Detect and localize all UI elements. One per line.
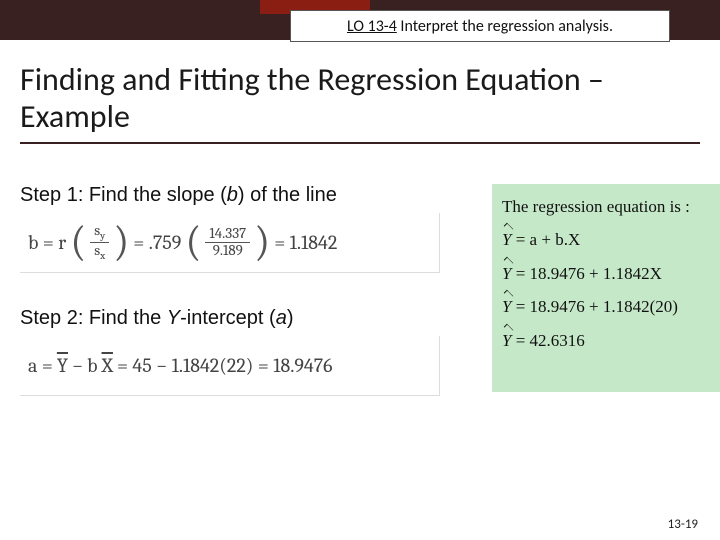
title-rule — [20, 142, 700, 144]
step1-equation: b = r ( sy sx ) = .759 ( 14.337 9.189 ) … — [20, 213, 440, 273]
fraction-values: 14.337 9.189 — [205, 226, 250, 259]
panel-heading: The regression equation is : — [502, 194, 710, 220]
regression-result-panel: The regression equation is : Y = a + b.X… — [492, 184, 720, 392]
lo-code: LO 13-4 — [347, 17, 397, 36]
page-title: Finding and Fitting the Regression Equat… — [20, 62, 700, 136]
page-number: 13-19 — [668, 517, 698, 532]
learning-objective-box: LO 13-4 Interpret the regression analysi… — [290, 10, 670, 42]
panel-eq3: Y = 18.9476 + 1.1842(20) — [502, 294, 710, 320]
panel-eq2: Y = 18.9476 + 1.1842X — [502, 261, 710, 287]
fraction-sy-sx: sy sx — [90, 223, 109, 262]
lo-text: Interpret the regression analysis. — [397, 17, 613, 36]
panel-eq1: Y = a + b.X — [502, 227, 710, 253]
header-band: LO 13-4 Interpret the regression analysi… — [0, 0, 720, 48]
step2-equation: a = Y − b X = 45 − 1.1842(22) = 18.9476 — [20, 336, 440, 396]
content-area: Step 1: Find the slope (b) of the line b… — [0, 184, 720, 396]
panel-eq4: Y = 42.6316 — [502, 328, 710, 354]
